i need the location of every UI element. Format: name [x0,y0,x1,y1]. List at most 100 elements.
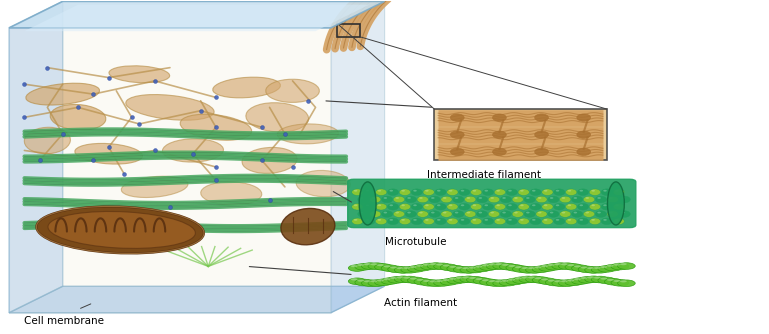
Ellipse shape [467,212,470,213]
Ellipse shape [384,265,391,268]
Ellipse shape [449,204,452,206]
Ellipse shape [478,197,482,199]
Ellipse shape [461,219,464,221]
Ellipse shape [449,219,452,221]
Ellipse shape [403,276,410,279]
Ellipse shape [416,265,423,267]
Bar [338,24,361,37]
Ellipse shape [518,218,529,224]
Ellipse shape [368,263,385,270]
Ellipse shape [411,203,422,210]
Ellipse shape [578,203,589,210]
Ellipse shape [532,266,550,273]
Ellipse shape [518,203,529,210]
Ellipse shape [542,203,553,210]
Ellipse shape [371,280,378,282]
Ellipse shape [429,211,440,217]
Ellipse shape [354,219,358,221]
Ellipse shape [519,276,537,283]
Ellipse shape [50,105,106,130]
Ellipse shape [577,131,591,138]
Ellipse shape [585,197,589,199]
Ellipse shape [492,131,506,138]
Ellipse shape [453,196,464,203]
Ellipse shape [405,211,417,217]
Ellipse shape [552,263,570,270]
Ellipse shape [348,278,366,285]
Ellipse shape [574,197,577,199]
Ellipse shape [478,212,482,213]
Ellipse shape [368,280,385,287]
Ellipse shape [375,203,387,210]
Ellipse shape [378,190,381,192]
Ellipse shape [246,103,308,132]
Ellipse shape [351,218,363,224]
Text: Cell membrane: Cell membrane [25,316,105,326]
Ellipse shape [296,170,351,197]
Ellipse shape [473,204,476,206]
Ellipse shape [544,190,548,192]
Ellipse shape [526,267,543,273]
Ellipse shape [482,203,494,210]
Ellipse shape [480,279,498,286]
Ellipse shape [401,276,418,283]
Ellipse shape [538,197,541,199]
Ellipse shape [520,190,524,192]
Ellipse shape [613,218,624,224]
Ellipse shape [528,276,535,279]
Ellipse shape [548,211,559,217]
Ellipse shape [532,219,535,221]
Ellipse shape [508,190,512,192]
Ellipse shape [500,211,511,217]
Ellipse shape [534,266,541,269]
Ellipse shape [417,196,428,203]
Ellipse shape [408,212,411,213]
Ellipse shape [545,264,563,270]
Ellipse shape [494,189,505,195]
Ellipse shape [486,280,504,286]
Ellipse shape [528,267,535,269]
Ellipse shape [443,264,449,267]
Ellipse shape [488,211,500,217]
Ellipse shape [554,218,565,224]
Ellipse shape [621,197,624,199]
Ellipse shape [541,265,548,267]
Ellipse shape [574,278,581,280]
Ellipse shape [389,190,393,192]
Ellipse shape [354,204,358,206]
Ellipse shape [502,212,506,213]
Ellipse shape [520,204,524,206]
Ellipse shape [381,278,399,284]
Ellipse shape [492,148,506,155]
Ellipse shape [405,196,417,203]
Ellipse shape [456,277,463,279]
Ellipse shape [361,263,379,270]
Ellipse shape [548,279,554,282]
Ellipse shape [530,189,541,195]
Ellipse shape [486,263,504,270]
Ellipse shape [471,218,482,224]
Ellipse shape [568,219,571,221]
Ellipse shape [512,196,524,203]
Ellipse shape [443,279,449,281]
Ellipse shape [414,264,431,271]
Ellipse shape [542,218,553,224]
Ellipse shape [580,190,583,192]
Ellipse shape [447,265,464,272]
Ellipse shape [364,280,371,282]
Ellipse shape [534,131,548,138]
Ellipse shape [351,189,363,195]
Ellipse shape [608,182,624,225]
Ellipse shape [578,189,589,195]
Ellipse shape [354,190,358,192]
Text: Intermediate filament: Intermediate filament [427,170,541,180]
Ellipse shape [384,278,391,280]
Ellipse shape [521,267,528,269]
Ellipse shape [469,267,476,269]
Ellipse shape [429,263,436,265]
Ellipse shape [425,190,428,192]
Ellipse shape [539,265,557,271]
Ellipse shape [403,267,410,269]
Ellipse shape [545,279,563,286]
Ellipse shape [389,204,393,206]
